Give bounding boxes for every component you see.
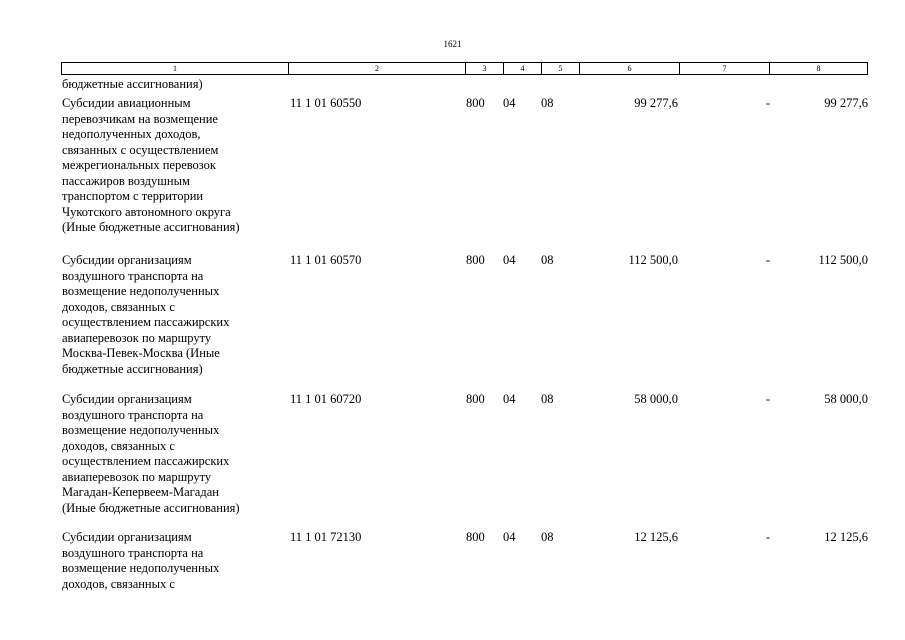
row-pr: 08 (541, 253, 554, 267)
row-sum-col8: 99 277,6 (824, 96, 868, 110)
row-sum-col6: 99 277,6 (634, 96, 678, 110)
row-sum-col7: - (765, 530, 770, 544)
row-sum-col8: 12 125,6 (824, 530, 868, 544)
header-col-7: 7 (680, 63, 770, 74)
header-col-4: 4 (504, 63, 542, 74)
row-sum-col6: 12 125,6 (634, 530, 678, 544)
header-col-3: 3 (466, 63, 504, 74)
header-col-1: 1 (62, 63, 289, 74)
row-vr: 800 (466, 392, 485, 406)
row-name: Субсидии организациям воздушного транспо… (62, 530, 220, 591)
page-number: 1621 (443, 39, 462, 49)
header-col-2: 2 (289, 63, 466, 74)
row-code: 11 1 01 60550 (290, 96, 362, 110)
row-vr: 800 (466, 530, 485, 544)
row-name: Субсидии организациям воздушного транспо… (62, 253, 230, 376)
row-sum-col7: - (765, 253, 770, 267)
row-rz: 04 (503, 530, 516, 544)
table-header: 1 2 3 4 5 6 7 8 (61, 62, 868, 75)
row-sum-col7: - (765, 96, 770, 110)
row-rz: 04 (503, 96, 516, 110)
row-sum-col7: - (765, 392, 770, 406)
row-pr: 08 (541, 96, 554, 110)
header-col-8: 8 (816, 64, 821, 73)
continuation-text: бюджетные ассигнования) (62, 77, 203, 91)
row-sum-col6: 58 000,0 (634, 392, 678, 406)
row-vr: 800 (466, 253, 485, 267)
row-code: 11 1 01 60570 (290, 253, 362, 267)
row-rz: 04 (503, 392, 516, 406)
row-name: Субсидии организациям воздушного транспо… (62, 392, 240, 515)
row-pr: 08 (541, 392, 554, 406)
row-vr: 800 (466, 96, 485, 110)
header-col-6: 6 (580, 63, 680, 74)
row-sum-col6: 112 500,0 (628, 253, 678, 267)
header-col-5: 5 (542, 63, 580, 74)
row-pr: 08 (541, 530, 554, 544)
row-rz: 04 (503, 253, 516, 267)
row-name: Субсидии авиационным перевозчикам на воз… (62, 96, 240, 234)
row-code: 11 1 01 60720 (290, 392, 362, 406)
row-sum-col8: 112 500,0 (818, 253, 868, 267)
row-sum-col8: 58 000,0 (824, 392, 868, 406)
row-code: 11 1 01 72130 (290, 530, 362, 544)
